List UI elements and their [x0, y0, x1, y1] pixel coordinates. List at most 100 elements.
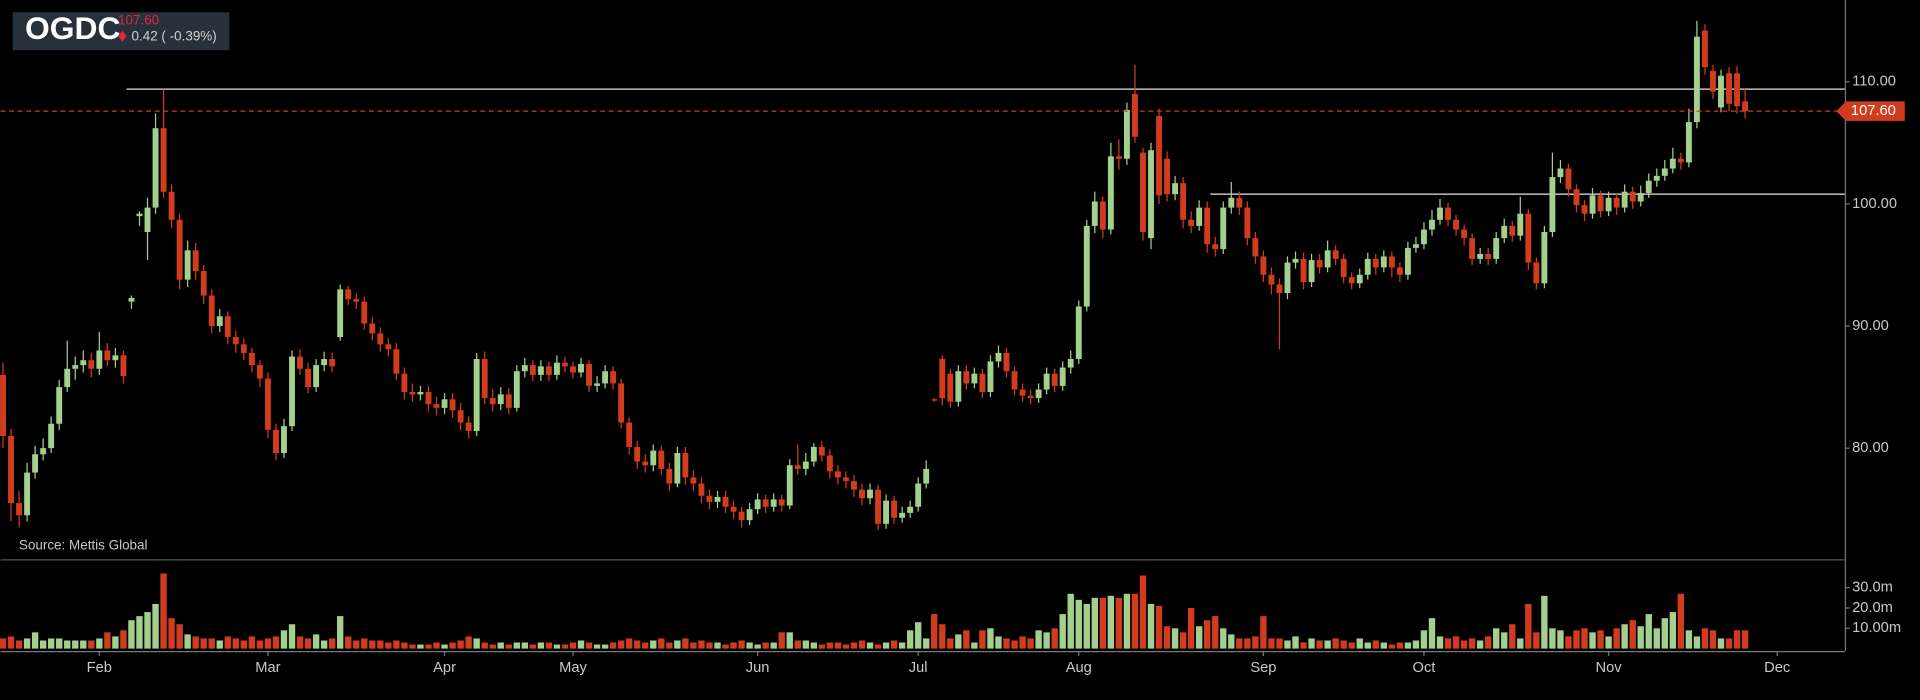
candle-body	[184, 250, 191, 280]
volume-bar	[1573, 630, 1580, 649]
candle-body	[1324, 250, 1331, 268]
volume-bar	[666, 642, 673, 649]
volume-bar	[393, 640, 400, 649]
candle-body	[1172, 183, 1179, 195]
candle-body	[722, 496, 729, 507]
candle-body	[1501, 225, 1508, 239]
candle-body	[770, 499, 777, 507]
volume-bar	[1581, 628, 1588, 649]
volume-bar	[601, 644, 609, 649]
candle-body	[80, 360, 87, 366]
candle-body	[144, 207, 151, 233]
volume-bar	[650, 640, 657, 649]
volume-bar	[312, 634, 320, 649]
candle-body	[56, 387, 63, 424]
volume-bar	[802, 640, 809, 649]
volume-bar	[714, 642, 721, 649]
volume-bar	[1155, 605, 1163, 649]
volume-bar	[449, 642, 456, 649]
candle-body	[706, 495, 713, 502]
y-tick-label: 110.00	[1852, 74, 1896, 90]
volume-bar	[401, 642, 408, 649]
candle-body	[8, 435, 14, 504]
volume-bar	[72, 640, 79, 649]
candle-body	[1621, 191, 1628, 208]
candle-body	[1140, 152, 1146, 233]
candle-body	[1445, 207, 1451, 220]
volume-bar	[1517, 638, 1524, 649]
candle-body	[1164, 158, 1170, 195]
candle-body	[746, 509, 753, 521]
candle-body	[1180, 183, 1187, 220]
volume-bar	[1685, 630, 1693, 649]
candle-body	[979, 373, 986, 392]
volume-bar	[1645, 614, 1652, 649]
volume-bar	[1300, 642, 1307, 649]
volume-bar	[682, 638, 689, 649]
candle-body	[626, 422, 633, 447]
volume-bar	[200, 638, 207, 649]
volume-bar	[23, 638, 31, 649]
candle-body	[923, 468, 930, 484]
candle-body	[642, 461, 649, 466]
candle-body	[16, 503, 22, 516]
candle-body	[521, 365, 528, 372]
candle-body	[457, 410, 464, 423]
volume-bar	[955, 634, 962, 649]
volume-bar	[1428, 618, 1436, 649]
volume-bar	[1075, 599, 1082, 649]
volume-bar	[1621, 624, 1628, 649]
candle-body	[690, 477, 697, 484]
volume-bar	[489, 644, 496, 649]
volume-bar	[272, 636, 280, 649]
volume-bar	[730, 642, 737, 649]
candle-body	[947, 373, 954, 402]
volume-bar	[674, 640, 681, 649]
volume-bar	[56, 638, 63, 649]
volume-bar	[1669, 612, 1677, 649]
volume-bar	[995, 636, 1002, 649]
volume-bar	[1653, 628, 1660, 649]
volume-bar	[1468, 638, 1476, 649]
volume-bar	[553, 644, 561, 649]
volume-bar	[1444, 638, 1452, 649]
volume-bar	[136, 616, 143, 649]
volume-bar	[88, 640, 95, 649]
candle-body	[441, 399, 448, 408]
candle-body	[1565, 168, 1572, 190]
candle-body	[425, 391, 432, 405]
candle-body	[1148, 150, 1154, 239]
volume-bar	[1637, 626, 1644, 649]
candle-body	[810, 446, 817, 462]
volume-bar	[1509, 624, 1516, 649]
volume-bar	[1533, 632, 1540, 649]
volume-bar	[1244, 638, 1251, 649]
candle-body	[1589, 195, 1596, 214]
candle-body	[1533, 262, 1540, 284]
candle-body	[513, 371, 520, 408]
volume-bar	[184, 634, 191, 649]
candle-body	[834, 471, 841, 478]
volume-bar	[304, 638, 312, 649]
volume-bar	[858, 640, 866, 649]
header-box	[12, 12, 230, 51]
volume-bar	[1171, 628, 1179, 649]
candle-body	[1597, 195, 1604, 212]
candle-body	[401, 373, 408, 392]
candle-body	[1396, 267, 1403, 275]
volume-bar	[160, 573, 167, 649]
candle-body	[64, 368, 71, 388]
candle-body	[264, 378, 271, 430]
volume-bar	[1388, 644, 1396, 649]
candle-body	[1701, 30, 1708, 68]
candle-body	[329, 359, 336, 367]
volume-bar	[320, 640, 328, 649]
volume-bar	[1195, 626, 1203, 649]
candle-body	[730, 506, 737, 512]
volume-bar	[1364, 642, 1371, 649]
volume-bar	[1733, 630, 1741, 649]
candle-body	[529, 365, 536, 375]
candle-body	[674, 453, 681, 484]
volume-bar	[377, 640, 384, 649]
